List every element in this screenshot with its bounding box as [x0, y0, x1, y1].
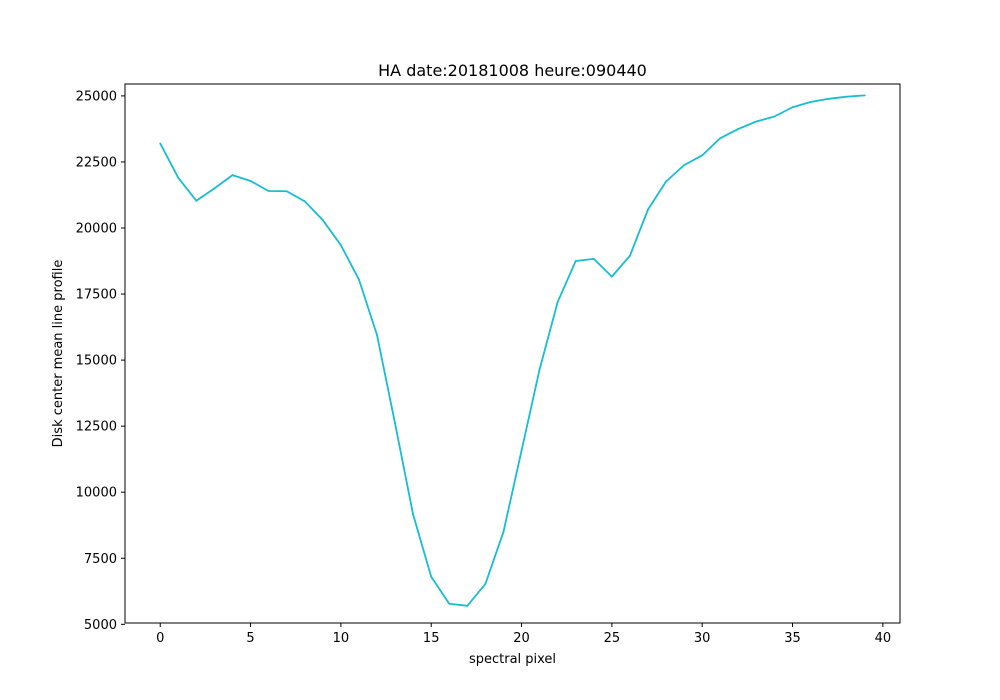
data-point — [610, 275, 613, 278]
data-point — [466, 604, 469, 607]
data-point — [556, 301, 559, 303]
y-axis-label: Disk center mean line profile — [51, 260, 66, 448]
data-point — [159, 142, 162, 145]
y-tick-label: 17500 — [76, 288, 117, 303]
data-point — [683, 164, 686, 167]
data-point — [502, 530, 505, 533]
data-point — [538, 368, 541, 371]
data-point — [285, 190, 288, 193]
chart-title: HA date:20181008 heure:090440 — [378, 61, 647, 80]
y-tick-label: 20000 — [76, 221, 117, 236]
x-tick-label: 15 — [423, 631, 440, 646]
y-tick-label: 5000 — [84, 618, 117, 633]
data-point — [484, 583, 487, 585]
y-axis: 5000 7500 10000 12500 15000 17500 20000 22500 25… — [76, 89, 125, 633]
data-point — [303, 200, 306, 203]
data-point — [412, 513, 415, 516]
data-point — [448, 602, 451, 605]
data-point — [791, 106, 794, 109]
data-point — [809, 101, 812, 103]
y-tick-label: 22500 — [76, 155, 117, 170]
x-tick-label: 30 — [694, 631, 711, 646]
x-tick-label: 0 — [156, 631, 164, 646]
data-point — [376, 334, 378, 336]
data-point — [177, 176, 180, 179]
data-point — [737, 128, 740, 130]
data-point — [520, 449, 523, 452]
data-point — [827, 97, 830, 100]
data-point — [339, 244, 342, 247]
x-tick-label: 35 — [784, 631, 801, 646]
data-point — [755, 120, 758, 123]
data-point — [249, 180, 252, 182]
x-tick-label: 5 — [246, 631, 254, 646]
data-point — [358, 278, 360, 281]
y-tick-label: 15000 — [76, 354, 117, 369]
plot-area — [159, 94, 866, 607]
data-point — [629, 254, 631, 257]
data-point — [863, 94, 866, 97]
data-point — [665, 180, 667, 183]
data-point — [592, 258, 595, 260]
y-tick-label: 10000 — [76, 486, 117, 501]
data-point — [701, 154, 704, 157]
x-tick-label: 25 — [604, 631, 621, 646]
x-tick-label: 20 — [513, 631, 530, 646]
y-tick-label: 12500 — [76, 420, 117, 435]
x-axis-label: spectral pixel — [469, 652, 556, 667]
x-tick-label: 40 — [875, 631, 892, 646]
data-point — [430, 575, 433, 578]
series-line — [159, 94, 865, 607]
data-point — [647, 208, 649, 211]
plot-frame — [124, 83, 901, 624]
data-point — [213, 187, 216, 190]
x-tick-label: 10 — [333, 631, 350, 646]
data-point — [845, 95, 848, 98]
data-point — [231, 174, 234, 177]
data-point — [394, 422, 396, 425]
data-point — [321, 219, 324, 221]
data-point — [773, 115, 776, 118]
x-axis: 0 5 10 15 20 25 30 35 40 — [156, 623, 891, 646]
y-tick-label: 25000 — [76, 89, 117, 104]
data-point — [719, 137, 722, 140]
y-tick-label: 7500 — [84, 552, 117, 567]
data-point — [574, 260, 577, 262]
data-point — [267, 190, 270, 192]
data-point — [195, 199, 198, 202]
